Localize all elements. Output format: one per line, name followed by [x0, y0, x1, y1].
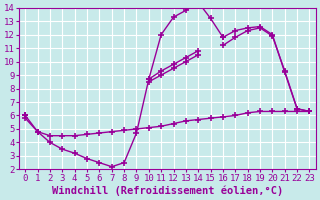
- X-axis label: Windchill (Refroidissement éolien,°C): Windchill (Refroidissement éolien,°C): [52, 185, 283, 196]
